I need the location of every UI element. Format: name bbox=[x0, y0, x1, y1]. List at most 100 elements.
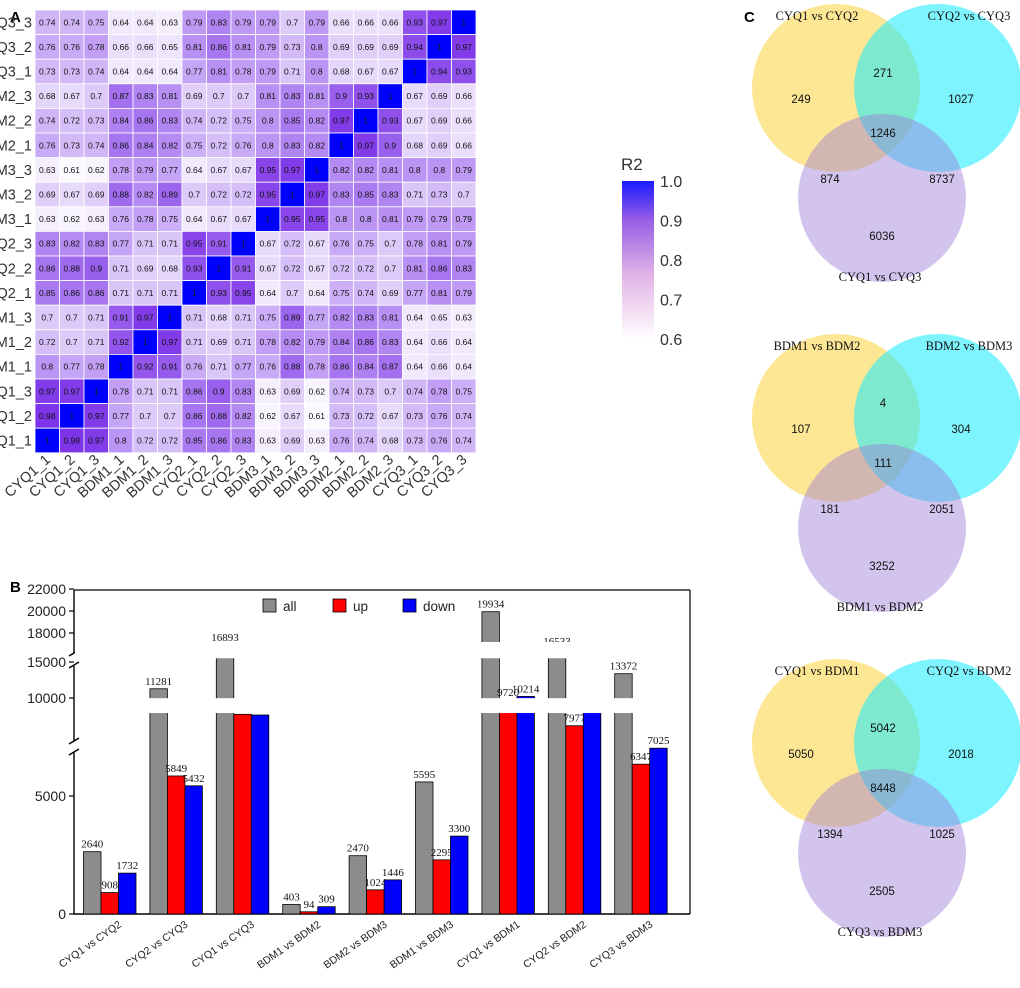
heatmap-cell bbox=[377, 230, 403, 257]
heatmap-cell-value: 0.64 bbox=[137, 67, 154, 77]
heatmap-cell-value: 0.66 bbox=[431, 362, 448, 372]
heatmap-cell bbox=[83, 403, 109, 429]
heatmap-cell-value: 0.9 bbox=[90, 263, 102, 273]
heatmap-cell-value: 0.83 bbox=[88, 239, 105, 249]
heatmap-cell-value: 0.72 bbox=[284, 263, 301, 273]
heatmap-cell bbox=[59, 181, 85, 208]
panel-label-a: A bbox=[10, 9, 21, 26]
heatmap-cell bbox=[451, 427, 477, 454]
heatmap-cell-value: 0.7 bbox=[286, 17, 298, 27]
heatmap-cell-value: 0.74 bbox=[39, 116, 56, 126]
heatmap-cell-value: 0.71 bbox=[406, 190, 423, 200]
heatmap-cell-value: 0.76 bbox=[39, 140, 56, 150]
heatmap-cell-value: 0.64 bbox=[406, 337, 423, 347]
venn-region-count: 111 bbox=[874, 458, 891, 470]
heatmap-cell-value: 1 bbox=[314, 165, 319, 175]
heatmap-row-label: CYQ2_3 bbox=[0, 237, 32, 253]
x-category-label: CYQ1 vs BDM1 bbox=[455, 919, 523, 971]
heatmap-cell-value: 0.7 bbox=[164, 411, 176, 421]
heatmap-cell-value: 1 bbox=[290, 190, 295, 200]
heatmap-cell-value: 0.63 bbox=[161, 17, 178, 27]
heatmap-cell-value: 0.81 bbox=[382, 313, 399, 323]
heatmap-cell-value: 0.72 bbox=[357, 411, 374, 421]
heatmap-cell-value: 0.71 bbox=[88, 337, 105, 347]
heatmap-cell-value: 0.73 bbox=[284, 42, 301, 52]
heatmap-cell-value: 0.8 bbox=[360, 214, 372, 224]
heatmap-cell bbox=[108, 378, 134, 405]
heatmap-cell-value: 0.95 bbox=[235, 288, 252, 298]
heatmap-cell bbox=[279, 378, 305, 405]
venn-circle-c bbox=[798, 114, 966, 282]
heatmap-cell bbox=[59, 58, 85, 85]
heatmap-cell-value: 0.62 bbox=[63, 214, 80, 224]
heatmap-cell-value: 0.66 bbox=[333, 17, 350, 27]
heatmap-cell-value: 0.86 bbox=[431, 263, 448, 273]
heatmap-cell-value: 0.79 bbox=[455, 165, 472, 175]
heatmap-cell-value: 0.79 bbox=[406, 214, 423, 224]
heatmap-cell-value: 0.93 bbox=[455, 67, 472, 77]
heatmap-cell-value: 0.74 bbox=[333, 386, 350, 396]
heatmap-cell-value: 0.67 bbox=[308, 263, 325, 273]
heatmap-cell-value: 0.97 bbox=[88, 411, 105, 421]
heatmap-cell-value: 0.79 bbox=[259, 17, 276, 27]
heatmap-cell-value: 1 bbox=[192, 288, 197, 298]
heatmap-cell-value: 0.84 bbox=[333, 337, 350, 347]
heatmap-cell bbox=[279, 427, 305, 454]
heatmap-cell-value: 0.8 bbox=[262, 116, 274, 126]
heatmap-cell-value: 0.8 bbox=[311, 67, 323, 77]
heatmap-cell-value: 1 bbox=[388, 91, 393, 101]
heatmap-cell-value: 0.86 bbox=[210, 436, 227, 446]
heatmap-cell-value: 0.97 bbox=[39, 386, 56, 396]
heatmap-cell-value: 0.69 bbox=[333, 42, 350, 52]
heatmap-cell-value: 0.71 bbox=[161, 386, 178, 396]
heatmap-cell bbox=[206, 181, 232, 208]
heatmap-cell-value: 0.8 bbox=[115, 436, 127, 446]
heatmap-cell-value: 0.78 bbox=[431, 386, 448, 396]
heatmap-cell-value: 0.83 bbox=[382, 190, 399, 200]
heatmap-cell bbox=[108, 427, 134, 454]
heatmap-cell-value: 0.77 bbox=[186, 67, 203, 77]
colorbar-tick-label: 0.6 bbox=[660, 332, 682, 349]
heatmap-cell-value: 0.95 bbox=[186, 239, 203, 249]
heatmap-cell-value: 0.75 bbox=[259, 313, 276, 323]
colorbar-tick-label: 0.8 bbox=[660, 253, 682, 270]
heatmap-cell-value: 0.89 bbox=[284, 313, 301, 323]
heatmap-cell bbox=[181, 280, 207, 306]
heatmap-cell-value: 0.71 bbox=[186, 337, 203, 347]
heatmap-cell bbox=[279, 353, 305, 380]
x-category-label: BDM2 vs BDM3 bbox=[321, 919, 389, 972]
axis-break-mark bbox=[68, 737, 80, 745]
venn-region-count: 2051 bbox=[929, 504, 955, 516]
heatmap-cell-value: 1 bbox=[461, 17, 466, 27]
legend-swatch-all bbox=[262, 598, 277, 613]
heatmap-cell-value: 0.69 bbox=[137, 263, 154, 273]
heatmap-cell bbox=[59, 378, 85, 405]
heatmap-cell-value: 0.68 bbox=[210, 313, 227, 323]
heatmap-cell bbox=[279, 280, 305, 306]
panel-label-b: B bbox=[10, 579, 21, 596]
heatmap-cell-value: 0.83 bbox=[235, 386, 252, 396]
heatmap-cell-value: 1 bbox=[412, 67, 417, 77]
bar-value-label: 3300 bbox=[448, 823, 471, 835]
heatmap-cell-value: 0.68 bbox=[161, 263, 178, 273]
heatmap-cell-value: 0.88 bbox=[284, 362, 301, 372]
heatmap-cell-value: 0.68 bbox=[333, 67, 350, 77]
heatmap-cell-value: 0.67 bbox=[259, 239, 276, 249]
heatmap-cell-value: 0.86 bbox=[333, 362, 350, 372]
venn-region-count: 1027 bbox=[948, 94, 974, 106]
y-tick-label: 15000 bbox=[27, 654, 66, 670]
heatmap-cell-value: 0.82 bbox=[161, 140, 178, 150]
heatmap-cell-value: 0.74 bbox=[455, 411, 472, 421]
heatmap-cell-value: 0.67 bbox=[259, 263, 276, 273]
heatmap-cell bbox=[230, 230, 256, 257]
heatmap-cell-value: 0.69 bbox=[88, 190, 105, 200]
heatmap-cell-value: 0.95 bbox=[308, 214, 325, 224]
heatmap-cell-value: 0.75 bbox=[235, 116, 252, 126]
bar-up bbox=[366, 889, 385, 915]
heatmap-cell-value: 0.66 bbox=[455, 116, 472, 126]
heatmap-cell-value: 0.7 bbox=[90, 91, 102, 101]
bar-down bbox=[184, 785, 203, 915]
heatmap-cell bbox=[279, 9, 305, 36]
heatmap-cell bbox=[206, 230, 232, 257]
heatmap-cell-value: 0.7 bbox=[66, 337, 78, 347]
